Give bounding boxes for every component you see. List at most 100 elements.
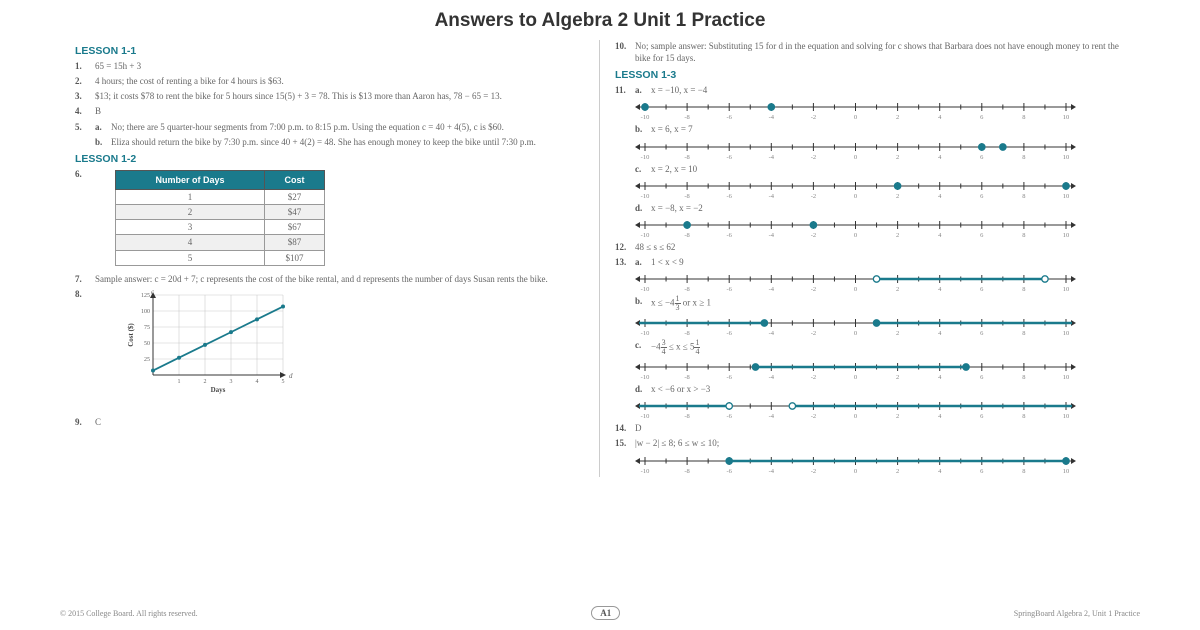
svg-text:100: 100 [141, 309, 150, 315]
svg-text:Days: Days [211, 386, 226, 394]
q12-num: 12. [615, 241, 635, 253]
svg-text:-4: -4 [769, 154, 775, 159]
svg-text:2: 2 [896, 286, 899, 291]
svg-text:4: 4 [256, 379, 259, 385]
svg-text:10: 10 [1063, 154, 1070, 159]
numline-11d: -10-8-6-4-20246810 [633, 217, 1125, 239]
svg-text:0: 0 [854, 114, 857, 119]
svg-text:-2: -2 [811, 468, 816, 473]
q4-text: B [95, 105, 584, 117]
table-cell: $27 [265, 189, 325, 204]
svg-text:-10: -10 [641, 114, 650, 119]
q8-num: 8. [75, 288, 95, 398]
q13a-sub: a. [635, 256, 651, 268]
svg-text:-4: -4 [769, 232, 775, 237]
cost-table: Number of Days Cost 1$272$473$674$875$10… [115, 170, 325, 266]
svg-text:-8: -8 [684, 413, 689, 418]
svg-text:6: 6 [980, 413, 984, 418]
svg-text:50: 50 [144, 341, 150, 347]
svg-text:-2: -2 [811, 413, 816, 418]
svg-text:75: 75 [144, 325, 150, 331]
q11a-text: x = −10, x = −4 [651, 84, 1125, 96]
q15-text: |w − 2| ≤ 8; 6 ≤ w ≤ 10; [635, 437, 1125, 449]
svg-text:10: 10 [1063, 413, 1070, 418]
svg-text:0: 0 [854, 413, 857, 418]
svg-text:1: 1 [178, 379, 181, 385]
table-cell: 2 [116, 205, 265, 220]
svg-text:-6: -6 [726, 193, 732, 198]
th-days: Number of Days [116, 170, 265, 189]
q1-num: 1. [75, 60, 95, 72]
svg-text:d: d [289, 372, 293, 380]
svg-text:8: 8 [1022, 468, 1025, 473]
svg-text:8: 8 [1022, 286, 1025, 291]
svg-text:8: 8 [1022, 374, 1025, 379]
q10-text: No; sample answer: Substituting 15 for d… [635, 40, 1125, 64]
numline-11c: -10-8-6-4-20246810 [633, 178, 1125, 200]
svg-text:-4: -4 [769, 286, 775, 291]
svg-text:8: 8 [1022, 154, 1025, 159]
table-cell: $67 [265, 220, 325, 235]
svg-text:-6: -6 [726, 330, 732, 335]
table-cell: 5 [116, 250, 265, 265]
svg-text:6: 6 [980, 468, 984, 473]
q13b-sub: b. [635, 295, 651, 312]
left-column: LESSON 1-1 1.65 = 15h + 3 2.4 hours; the… [60, 40, 600, 477]
q11a-sub: a. [635, 84, 651, 96]
q11b-sub: b. [635, 123, 651, 135]
svg-text:-6: -6 [726, 232, 732, 237]
numline-13a: -10-8-6-4-20246810 [633, 271, 1125, 293]
q13d-sub: d. [635, 383, 651, 395]
q3-num: 3. [75, 90, 95, 102]
svg-text:6: 6 [980, 193, 984, 198]
svg-text:4: 4 [938, 413, 942, 418]
svg-text:6: 6 [980, 232, 984, 237]
svg-text:4: 4 [938, 374, 942, 379]
svg-text:-2: -2 [811, 330, 816, 335]
footer-left: © 2015 College Board. All rights reserve… [60, 609, 198, 618]
svg-text:-4: -4 [769, 193, 775, 198]
svg-text:-4: -4 [769, 114, 775, 119]
svg-text:6: 6 [980, 374, 984, 379]
svg-text:-6: -6 [726, 374, 732, 379]
svg-text:-2: -2 [811, 154, 816, 159]
line-chart: 12345255075100125DaysCost ($)dc [125, 290, 295, 398]
svg-text:10: 10 [1063, 232, 1070, 237]
numline-11b: -10-8-6-4-20246810 [633, 139, 1125, 161]
table-cell: 4 [116, 235, 265, 250]
footer: © 2015 College Board. All rights reserve… [60, 606, 1140, 620]
page-number: A1 [591, 606, 620, 620]
svg-text:-8: -8 [684, 286, 689, 291]
svg-text:-6: -6 [726, 413, 732, 418]
q13c-text: −434 ≤ x ≤ 514 [651, 339, 1125, 356]
svg-text:10: 10 [1063, 468, 1070, 473]
svg-text:0: 0 [854, 193, 857, 198]
th-cost: Cost [265, 170, 325, 189]
svg-text:5: 5 [282, 379, 285, 385]
svg-text:4: 4 [938, 193, 942, 198]
footer-right: SpringBoard Algebra 2, Unit 1 Practice [1014, 609, 1140, 618]
table-cell: $107 [265, 250, 325, 265]
svg-text:-2: -2 [811, 232, 816, 237]
svg-text:6: 6 [980, 114, 984, 119]
svg-text:-2: -2 [811, 114, 816, 119]
q1-text: 65 = 15h + 3 [95, 60, 584, 72]
svg-text:-10: -10 [641, 468, 650, 473]
svg-text:-10: -10 [641, 330, 650, 335]
q12-text: 48 ≤ s ≤ 62 [635, 241, 1125, 253]
svg-text:10: 10 [1063, 193, 1070, 198]
q5a-text: No; there are 5 quarter-hour segments fr… [111, 121, 584, 133]
q11d-text: x = −8, x = −2 [651, 202, 1125, 214]
q5a-sub: a. [95, 121, 111, 133]
svg-text:-10: -10 [641, 193, 650, 198]
svg-text:-8: -8 [684, 114, 689, 119]
svg-text:8: 8 [1022, 232, 1025, 237]
svg-text:25: 25 [144, 357, 150, 363]
svg-text:125: 125 [141, 293, 150, 299]
svg-text:0: 0 [854, 374, 857, 379]
svg-text:-8: -8 [684, 193, 689, 198]
svg-text:2: 2 [896, 232, 899, 237]
numline-15: -10-8-6-4-20246810 [633, 453, 1125, 475]
q7-num: 7. [75, 273, 95, 285]
table-cell: 1 [116, 189, 265, 204]
